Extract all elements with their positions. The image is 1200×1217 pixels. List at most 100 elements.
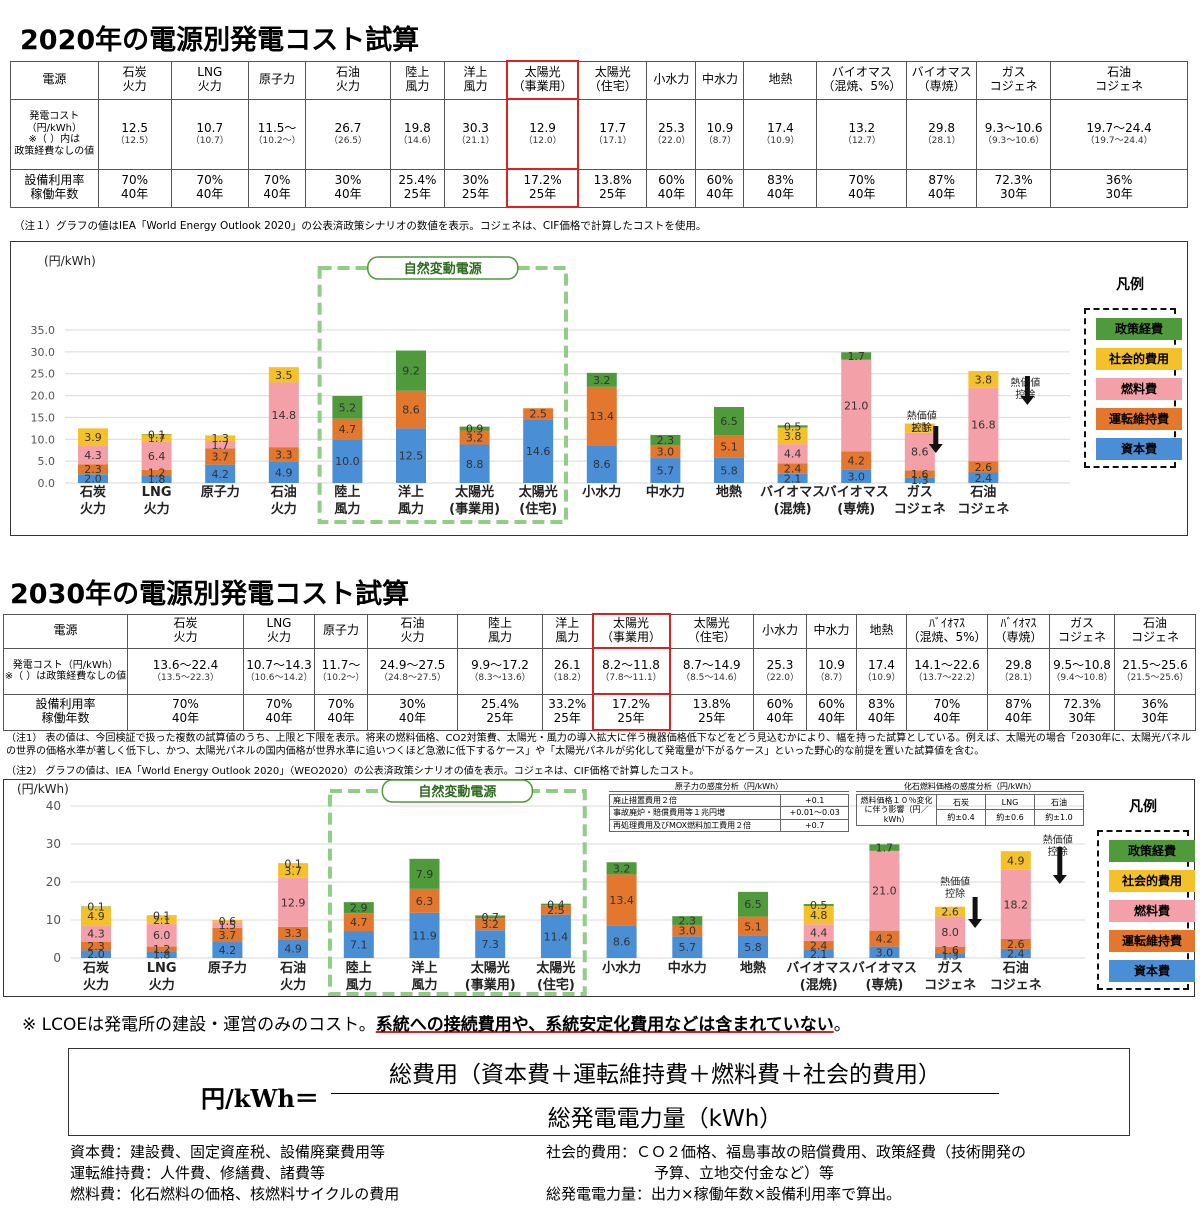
cost-cell-line: （28.1） <box>999 672 1038 683</box>
bar-value-label: 3.2 <box>613 862 631 875</box>
legend-item: 社会的費用 <box>1096 348 1182 370</box>
note2-2030: （注2） グラフの値は、IEA「World Energy Outlook 202… <box>6 766 700 777</box>
header-cell-line: 陸上 <box>487 616 512 631</box>
bar-value-label: 6.5 <box>744 898 762 911</box>
nuclear-sens-cell: 再処理費用及びMOX燃料加工費用２倍 <box>608 818 782 832</box>
cost-cell-line: 13.6～22.4 <box>152 657 219 672</box>
bar-segment <box>540 905 571 915</box>
cost-cell-line: （22.0） <box>652 135 691 146</box>
bar-value-label: 1.7 <box>148 432 166 445</box>
utilization-cell-line: 17.2% <box>611 697 651 712</box>
header-cell-line: 石炭 <box>173 616 198 631</box>
utilization-cell: 13.8% 25年 <box>669 693 754 731</box>
bar-value-label: 3.0 <box>657 446 675 459</box>
bar-value-label: 21.0 <box>872 885 897 898</box>
header-cell-line: コジェネ <box>1095 79 1144 93</box>
bar-segment <box>141 434 172 442</box>
title-2020: 2020年の電源別発電コスト試算 <box>20 25 420 56</box>
bar-segment <box>459 430 490 445</box>
bar-segment <box>146 915 177 924</box>
category-label: 火力 <box>149 977 175 993</box>
cost-cell: 8.2～11.8 （7.8～11.1） <box>591 647 671 695</box>
bar-value-label: 2.1 <box>911 422 929 435</box>
annotation-label: 控除 <box>945 887 965 900</box>
bar-value-label: 1.7 <box>876 842 894 855</box>
bar-segment <box>586 386 617 446</box>
bar-segment <box>650 444 681 459</box>
cost-cell-line: 19.7～24.4 <box>1086 120 1152 135</box>
bar-value-label: 11.9 <box>412 929 437 942</box>
chart-frame-2020 <box>10 241 1188 536</box>
header-cell-line: 風力 <box>487 630 512 644</box>
header-cell-line: 小水力 <box>653 72 690 87</box>
bar-value-label: 6.5 <box>720 415 738 428</box>
header-cell-line: 中水力 <box>813 623 850 638</box>
fossil-sensitivity-title: 化石燃料価格の感度分析（円/kWh） <box>856 782 1084 793</box>
bar-value-label: 6.0 <box>153 929 171 942</box>
bar-value-label: 3.3 <box>284 927 302 940</box>
header-cell-line: LNG <box>197 65 223 80</box>
bar-segment <box>81 941 111 951</box>
definitions-left: 資本費：建設費、固定資産税、設備廃棄費用等 運転維持費：人件費、修繕費、諸費等 … <box>70 1142 399 1205</box>
header-cell: ﾊﾞｲｵﾏｽ （専焼） <box>987 613 1050 649</box>
bar-segment <box>777 427 808 445</box>
title-2030: 2030年の電源別発電コスト試算 <box>10 579 410 610</box>
utilization-cell-line: 40年 <box>928 187 956 201</box>
utilization-cell-line: 83% <box>767 173 794 188</box>
cost-table-2020: 電源 石炭 火力 LNG 火力 原子力 石油 火力 陸上 風力 洋上 風力 太陽光 （事業用） 太陽光 （住宅… <box>10 60 1188 208</box>
y-tick-label: 20 <box>46 875 61 889</box>
down-arrow-icon <box>928 444 943 453</box>
category-label: 火力 <box>83 977 109 993</box>
utilization-cell-line: 70% <box>196 173 224 188</box>
fossil-sens-header: LNG <box>985 794 1035 811</box>
bar-value-label: 3.2 <box>593 374 611 387</box>
bar-segment <box>606 874 637 926</box>
cost-label-line: （円/kWh） <box>26 122 83 134</box>
nuclear-sensitivity-table: 廃止措置費用２倍 +0.1 事故廃炉・賠償費用等１兆円増 +0.01～0.03 再処理費… <box>608 794 849 832</box>
bar-segment <box>141 441 172 470</box>
bar-segment <box>146 951 177 958</box>
bar-segment <box>409 858 440 889</box>
bar-value-label: 4.8 <box>810 909 828 922</box>
bar-segment <box>268 367 299 383</box>
bar-segment <box>81 950 111 958</box>
cost-cell-line: 17.4 <box>868 657 895 672</box>
bar-value-label: 11.4 <box>544 930 569 943</box>
header-cell-line: 石油 <box>336 65 361 80</box>
cost-cell-line: 14.1～22.6 <box>914 657 980 672</box>
header-cell-line: （住宅） <box>588 79 637 93</box>
def-social: 社会的費用：ＣＯ２価格、福島事故の賠償費用、政策経費（技術開発の <box>546 1143 1027 1161</box>
utilization-cell: 13.8% 25年 <box>577 168 648 208</box>
down-arrow-icon <box>1020 396 1035 405</box>
bar-segment <box>332 396 363 419</box>
bar-segment <box>396 350 426 391</box>
cost-cell-line: 30.3 <box>462 120 489 135</box>
bar-segment <box>968 461 999 473</box>
header-cell: 石炭 火力 <box>97 60 172 100</box>
bar-segment <box>1000 948 1031 958</box>
header-cell: 洋上 風力 <box>542 613 593 649</box>
utilization-cell-line: 70% <box>933 697 961 712</box>
bar-value-label: 2.6 <box>975 461 993 474</box>
cost-cell-line: 26.1 <box>553 657 581 672</box>
category-label: 陸上 <box>334 484 360 500</box>
cost-cell: 8.7～14.9 （8.5～14.6） <box>669 647 754 695</box>
utilization-cell-line: 25年 <box>403 187 432 201</box>
cost-cell-line: （21.5～25.6） <box>1121 672 1189 683</box>
utilization-label-line: 稼働年数 <box>41 711 90 725</box>
bar-value-label: 0.1 <box>87 901 105 914</box>
bar-segment <box>81 906 111 926</box>
utilization-cell: 70% 40年 <box>170 168 249 208</box>
category-label: (専焼) <box>837 501 875 517</box>
bar-segment <box>475 915 506 919</box>
cost-cell-line: 29.8 <box>1005 657 1032 672</box>
bar-segment <box>841 352 872 360</box>
category-label: 太陽光 <box>535 960 575 976</box>
bar-segment <box>968 387 999 462</box>
header-cell-line: （事業用） <box>512 79 573 93</box>
utilization-cell-line: 30年 <box>1000 187 1028 201</box>
utilization-cell-line: 13.8% <box>593 173 632 188</box>
bar-value-label: 8.6 <box>911 446 929 459</box>
vre-frame <box>317 266 568 524</box>
fossil-sens-header: 石炭 <box>936 794 986 811</box>
